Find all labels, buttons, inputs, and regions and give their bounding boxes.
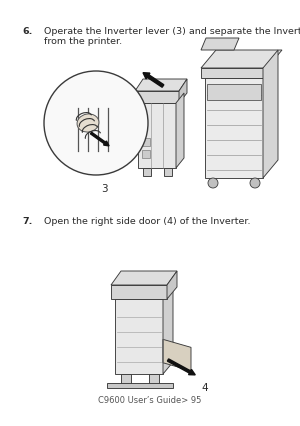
Polygon shape [167, 271, 177, 299]
Circle shape [208, 178, 218, 189]
Text: Operate the Inverter lever (3) and separate the Inverter
from the printer.: Operate the Inverter lever (3) and separ… [44, 27, 300, 46]
FancyArrow shape [167, 359, 195, 375]
Text: 7.: 7. [22, 216, 32, 225]
Bar [115, 299, 163, 374]
Bar [107, 383, 173, 388]
Bar [149, 374, 159, 384]
Polygon shape [263, 51, 278, 178]
Circle shape [44, 72, 148, 176]
Bar [207, 85, 261, 101]
Bar [143, 169, 151, 177]
Ellipse shape [77, 115, 99, 133]
Polygon shape [201, 51, 282, 69]
Polygon shape [135, 80, 187, 92]
Text: 6.: 6. [22, 27, 32, 36]
Bar [142, 139, 150, 147]
Bar [121, 374, 131, 384]
Bar [164, 169, 172, 177]
Bar [205, 79, 263, 178]
Polygon shape [111, 271, 177, 285]
Text: C9600 User’s Guide> 95: C9600 User’s Guide> 95 [98, 395, 202, 404]
Bar [201, 69, 267, 79]
Bar [135, 92, 179, 104]
Polygon shape [163, 340, 191, 371]
Polygon shape [163, 287, 173, 374]
Text: 4: 4 [201, 382, 208, 392]
Circle shape [250, 178, 260, 189]
Text: 3: 3 [101, 184, 107, 193]
Polygon shape [179, 80, 187, 104]
FancyArrow shape [90, 133, 109, 147]
Polygon shape [176, 94, 184, 169]
Bar [142, 151, 150, 158]
Bar [111, 285, 167, 299]
FancyArrow shape [143, 74, 164, 88]
Bar [138, 104, 176, 169]
Polygon shape [201, 39, 239, 51]
Text: Open the right side door (4) of the Inverter.: Open the right side door (4) of the Inve… [44, 216, 250, 225]
